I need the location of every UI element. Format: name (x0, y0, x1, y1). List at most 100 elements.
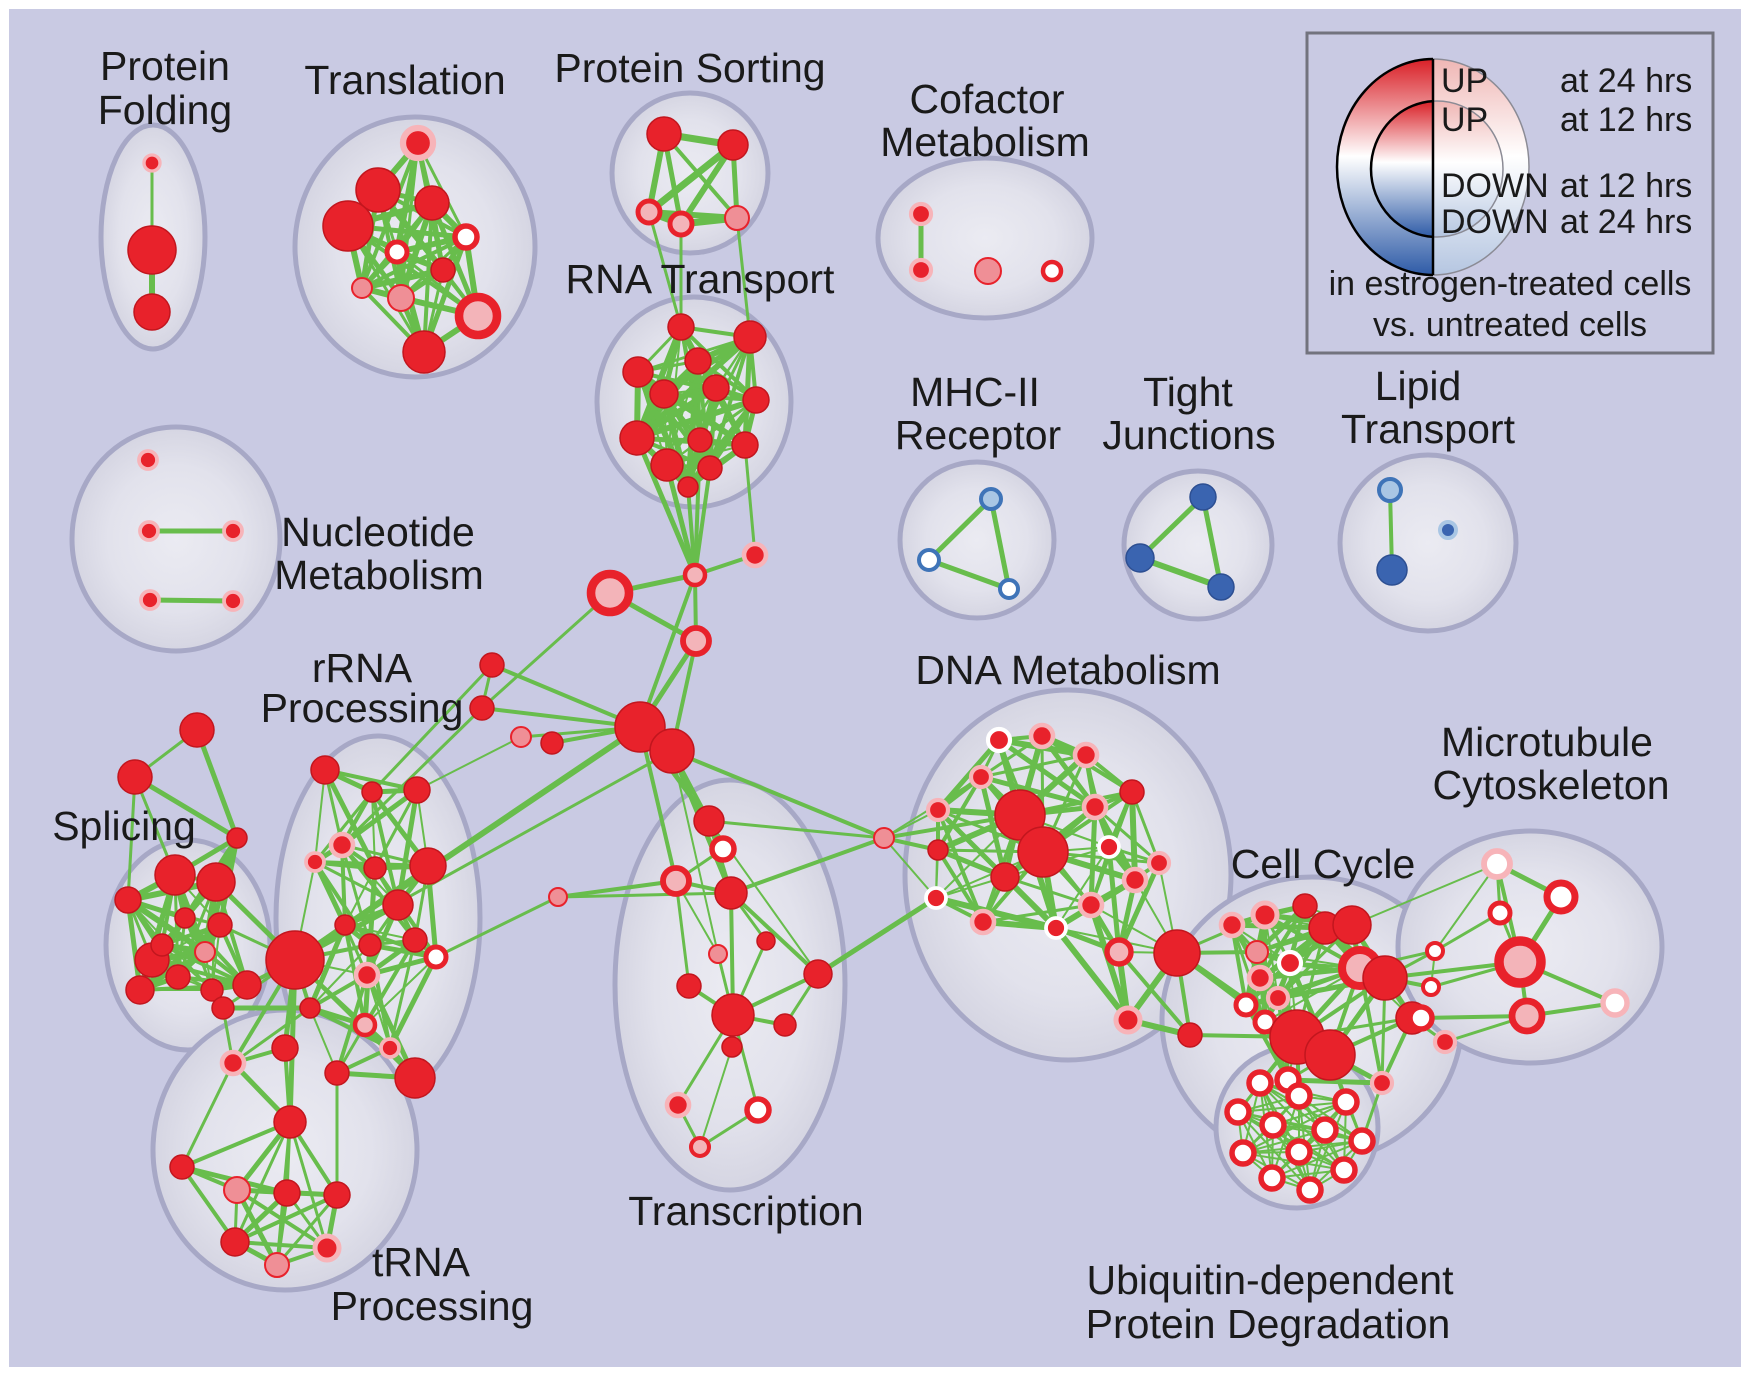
gene-node (664, 1091, 692, 1119)
network-edge (707, 819, 886, 840)
gene-node (363, 856, 387, 880)
gene-node (1304, 1029, 1356, 1081)
cluster-label-protein-folding: Folding (98, 87, 232, 133)
gene-node (1600, 988, 1630, 1018)
gene-node (1421, 977, 1441, 997)
gene-node (219, 1049, 247, 1077)
gene-node (469, 695, 495, 721)
gene-node (430, 257, 456, 283)
network-edge (645, 141, 737, 216)
cluster-label-rrna-processing: Processing (261, 685, 464, 731)
gene-node (1285, 1138, 1313, 1166)
network-edge (743, 443, 757, 557)
gene-node (1259, 1111, 1287, 1139)
network-edge (647, 210, 683, 329)
network-edge (1003, 875, 1093, 907)
gene-node (232, 970, 262, 1000)
gene-node (133, 293, 171, 331)
gene-node (117, 759, 153, 795)
network-edge (147, 597, 236, 604)
network-edge (339, 787, 420, 848)
gene-node (1369, 1070, 1395, 1096)
cluster-label-splicing: Splicing (52, 803, 196, 849)
gene-node (211, 996, 235, 1020)
gene-node (304, 851, 326, 873)
network-edge (480, 706, 642, 729)
network-edge (309, 944, 371, 1009)
gene-node (312, 1233, 342, 1263)
gene-node (711, 993, 755, 1037)
network-edge (1116, 860, 1162, 955)
gene-node (265, 930, 325, 990)
gene-node (1119, 779, 1145, 805)
gene-node (548, 887, 568, 907)
network-edge (340, 843, 347, 927)
cluster-ellipse-lipid-transport (1337, 452, 1519, 634)
cluster-label-cofactor-metabolism: Cofactor (910, 76, 1065, 122)
gene-node (586, 569, 634, 617)
network-edge (670, 749, 886, 840)
gene-node (352, 1012, 378, 1038)
gene-node (680, 625, 712, 657)
network-edge (363, 938, 417, 1027)
network-edge (180, 1120, 292, 1169)
gene-node (803, 959, 833, 989)
network-edge (307, 922, 348, 1011)
gene-node (697, 455, 723, 481)
cluster-label-lipid-transport: Transport (1341, 406, 1516, 452)
gene-node (1276, 949, 1304, 977)
network-edge (638, 573, 697, 729)
gene-node (717, 129, 749, 161)
gene-node (387, 284, 415, 312)
network-edge (388, 938, 417, 1050)
gene-node (677, 476, 699, 498)
network-edge (638, 725, 678, 883)
network-edge (1093, 805, 1161, 865)
gene-node (127, 225, 177, 275)
legend-caption: vs. untreated cells (1373, 306, 1647, 344)
gene-node (540, 731, 564, 755)
network-edge (434, 895, 560, 959)
gene-node (154, 854, 196, 896)
network-edge (343, 923, 438, 959)
network-edge (194, 727, 240, 841)
gene-node (1377, 477, 1403, 503)
gene-node (733, 320, 767, 354)
network-edge (359, 267, 446, 291)
gene-node (1218, 911, 1246, 939)
gene-node (684, 347, 712, 375)
network-edge (1117, 950, 1192, 1037)
gene-node (682, 562, 708, 588)
network-edge (1088, 804, 1098, 908)
gene-node (1258, 1164, 1286, 1192)
gene-node (968, 764, 994, 790)
gene-node (1028, 722, 1056, 750)
legend: UP at 24 hrs UP at 12 hrs DOWN at 12 hrs DOWN a… (1305, 31, 1715, 355)
network-edge (996, 737, 1098, 810)
network-edge (1434, 863, 1498, 952)
network-edge (671, 750, 719, 955)
legend-box (1305, 31, 1715, 355)
network-edge (340, 843, 417, 942)
gene-node (1097, 835, 1121, 859)
network-edge (1230, 923, 1248, 1007)
gene-node (200, 978, 224, 1002)
network-edge (233, 1240, 329, 1250)
gene-node (925, 797, 951, 823)
gene-node (742, 386, 770, 414)
cluster-label-nucleotide-metabolism: Nucleotide (281, 509, 475, 555)
gene-node (1543, 879, 1579, 915)
cluster-label-cofactor-metabolism: Metabolism (880, 119, 1090, 165)
cluster-label-rna-transport: RNA Transport (566, 256, 835, 302)
gene-node (1104, 937, 1134, 967)
network-edge (729, 836, 886, 895)
network-edge (1237, 1111, 1363, 1142)
gene-node (358, 933, 382, 957)
gene-node (414, 185, 450, 221)
network-edge (371, 791, 376, 869)
gene-node (394, 1057, 436, 1099)
gene-node (908, 257, 934, 283)
network-edge (416, 736, 522, 791)
gene-node (646, 116, 682, 152)
